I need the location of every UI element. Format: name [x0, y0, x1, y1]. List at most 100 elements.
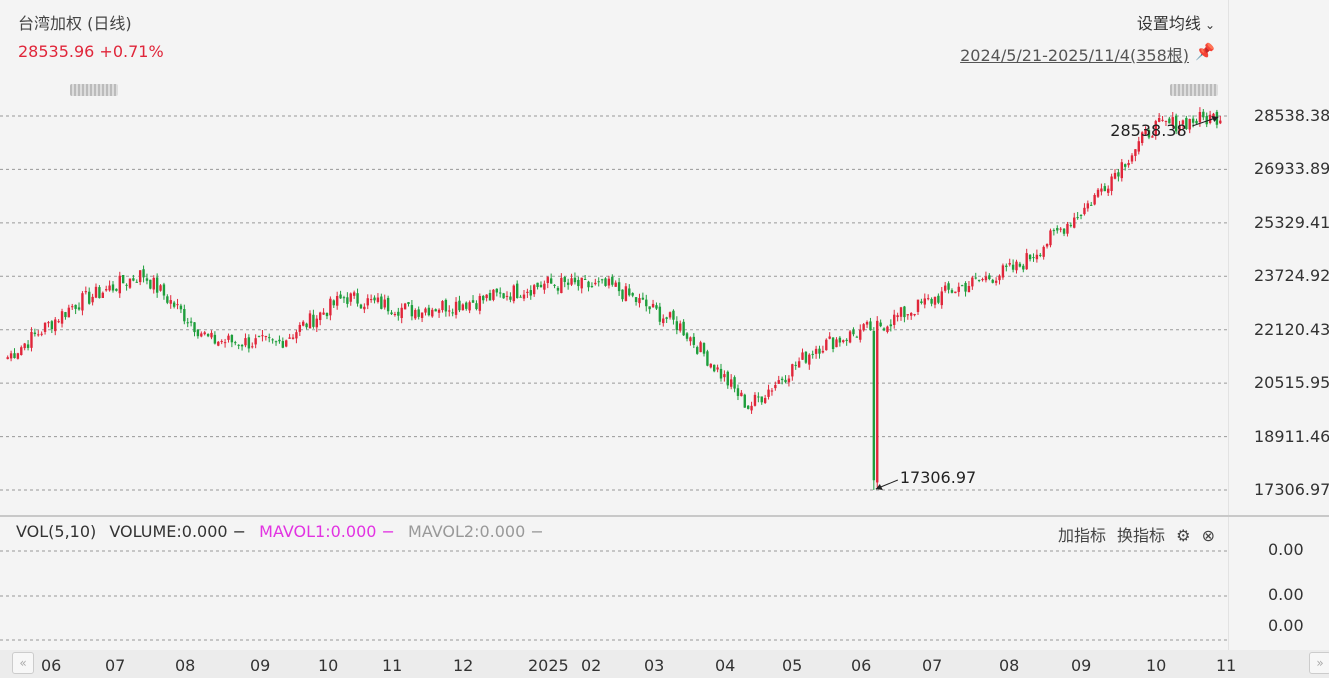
- candle-body: [1008, 262, 1011, 265]
- candle-body: [679, 323, 682, 331]
- candle-body: [1005, 265, 1008, 268]
- candle-body: [1059, 228, 1062, 230]
- x-tick-label: 11: [382, 656, 403, 675]
- candle-body: [631, 293, 634, 296]
- candle-body: [244, 338, 247, 346]
- candle-body: [903, 306, 906, 318]
- low-arrowhead: [875, 484, 883, 490]
- candle-body: [869, 321, 872, 331]
- candle-body: [672, 310, 675, 320]
- candle-body: [563, 277, 566, 282]
- panel-divider[interactable]: [0, 515, 1329, 517]
- candle-body: [251, 346, 254, 348]
- candle-body: [746, 405, 750, 409]
- switch-indicator-button[interactable]: 换指标: [1117, 526, 1166, 545]
- x-tick-label: 03: [644, 656, 665, 675]
- candle-body: [706, 351, 709, 366]
- candle-body: [526, 291, 529, 293]
- candle-body: [879, 322, 882, 327]
- candle-body: [723, 374, 726, 378]
- candle-body: [240, 344, 244, 347]
- candle-body: [111, 284, 115, 291]
- candle-body: [1120, 162, 1123, 179]
- candle-body: [910, 313, 913, 316]
- candle-body: [889, 324, 893, 327]
- candle-body: [118, 275, 121, 294]
- candle-body: [842, 340, 845, 343]
- close-icon[interactable]: ⊗: [1201, 526, 1215, 545]
- high-arrowhead: [1211, 116, 1219, 122]
- candle-body: [60, 311, 64, 324]
- candle-body: [318, 312, 322, 321]
- candle-body: [1069, 225, 1073, 227]
- scroll-right-button[interactable]: »: [1309, 652, 1329, 674]
- candle-body: [862, 324, 865, 331]
- candle-body: [200, 333, 203, 337]
- y-tick-label: 25329.41: [1254, 212, 1329, 232]
- candle-body: [145, 278, 149, 281]
- candle-body: [135, 281, 138, 283]
- candle-body: [573, 277, 577, 283]
- candle-body: [431, 309, 434, 317]
- candle-body: [1208, 114, 1212, 123]
- candle-body: [947, 283, 950, 290]
- candle-body: [420, 312, 424, 318]
- candle-body: [998, 275, 1001, 281]
- candle-body: [780, 378, 784, 381]
- candle-body: [770, 390, 774, 392]
- candle-body: [1049, 230, 1052, 246]
- candle-body: [254, 338, 257, 345]
- gear-icon[interactable]: ⚙: [1176, 526, 1191, 545]
- candle-body: [1154, 121, 1157, 136]
- x-tick-label: 07: [922, 656, 943, 675]
- candle-body: [818, 348, 821, 354]
- candle-body: [1130, 155, 1134, 162]
- candle-body: [366, 298, 369, 306]
- x-tick-label: 09: [1071, 656, 1092, 675]
- candle-body: [957, 286, 960, 292]
- scroll-left-button[interactable]: «: [12, 652, 34, 674]
- candle-body: [736, 388, 740, 396]
- candle-body: [950, 290, 954, 293]
- candle-body: [152, 277, 155, 290]
- candle-body: [363, 306, 366, 310]
- candle-body: [587, 281, 590, 288]
- date-range-link[interactable]: 2024/5/21-2025/11/4(358根): [960, 46, 1189, 65]
- candle-body: [291, 337, 295, 339]
- candle-body: [288, 337, 291, 339]
- candle-body: [268, 337, 271, 339]
- candle-body: [665, 317, 668, 319]
- candle-body: [499, 292, 502, 294]
- candle-body: [20, 347, 23, 356]
- candle-body: [1076, 217, 1079, 219]
- candle-body: [872, 330, 876, 481]
- candle-body: [179, 305, 183, 310]
- candle-body: [1045, 243, 1049, 247]
- candle-body: [274, 341, 278, 343]
- pin-icon[interactable]: 📌: [1195, 42, 1215, 61]
- y-tick-label: 18911.46: [1254, 426, 1329, 446]
- volume-value: VOLUME:0.000 −: [109, 522, 247, 541]
- candle-body: [940, 291, 943, 306]
- candle-body: [441, 301, 444, 311]
- candle-body: [1113, 172, 1117, 179]
- candle-body: [1073, 217, 1076, 228]
- candle-body: [50, 321, 54, 330]
- candle-body: [974, 277, 977, 279]
- x-tick-label: 12: [453, 656, 474, 675]
- candle-body: [682, 321, 685, 336]
- candle-body: [835, 339, 838, 348]
- candle-body: [519, 296, 522, 298]
- x-tick-label: 04: [715, 656, 736, 675]
- candle-body: [1174, 115, 1178, 132]
- candle-body: [81, 293, 84, 311]
- candle-body: [465, 302, 468, 309]
- candle-body: [821, 350, 825, 353]
- add-indicator-button[interactable]: 加指标: [1057, 526, 1106, 545]
- candle-body: [403, 303, 407, 310]
- set-ma-button[interactable]: 设置均线 ⌄: [1137, 10, 1215, 34]
- candle-body: [546, 277, 549, 283]
- candle-body: [570, 278, 573, 285]
- candle-body: [206, 334, 210, 337]
- candle-body: [502, 293, 505, 299]
